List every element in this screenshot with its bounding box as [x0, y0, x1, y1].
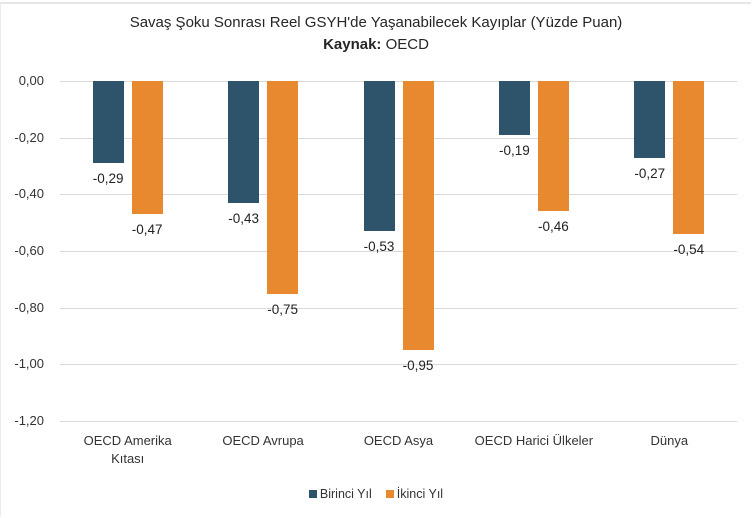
bar-ikinci-yil: [267, 81, 299, 294]
data-label: -0,19: [499, 142, 530, 158]
x-category-label: OECD Asya: [363, 433, 434, 448]
y-tick-label: 0,00: [18, 73, 44, 88]
x-category-label: OECD Avrupa: [222, 433, 304, 448]
gridline: [60, 308, 737, 309]
x-category-label: OECD Harici Ülkeler: [474, 433, 594, 448]
legend-item-ikinci-yil: İkinci Yıl: [385, 487, 444, 501]
data-label: -0,43: [228, 210, 259, 226]
gridline: [60, 364, 737, 365]
y-tick-label: -1,00: [14, 356, 44, 371]
data-label: -0,29: [92, 171, 124, 187]
data-label: -0,53: [363, 239, 395, 255]
legend-swatch-icon: [308, 490, 317, 498]
bar-birinci-yil: [363, 81, 395, 232]
gridline: [60, 81, 737, 82]
gridline: [60, 138, 737, 139]
legend-label: İkinci Yıl: [396, 487, 444, 501]
x-category-label: OECD Amerika Kıtası: [83, 433, 172, 466]
data-label: -0,75: [267, 301, 298, 317]
gridline: [60, 251, 737, 252]
data-label: -0,47: [131, 222, 163, 238]
data-label: -0,27: [634, 165, 666, 181]
y-tick-label: -0,60: [14, 243, 44, 258]
bar-ikinci-yil: [673, 81, 705, 234]
y-tick-label: -1,20: [14, 413, 44, 428]
bar-birinci-yil: [634, 81, 666, 158]
bar-ikinci-yil: [537, 81, 569, 212]
bar-birinci-yil: [228, 81, 260, 203]
data-label: -0,46: [538, 219, 569, 235]
data-label: -0,95: [402, 358, 434, 374]
chart-subtitle: Kaynak: OECD: [0, 36, 752, 53]
bar-ikinci-yil: [402, 81, 434, 351]
y-tick-label: -0,80: [14, 300, 44, 315]
gridline: [60, 194, 737, 195]
y-tick-label: -0,40: [14, 186, 44, 201]
source-label: Kaynak:: [323, 36, 382, 53]
bar-birinci-yil: [498, 81, 530, 135]
data-label: -0,54: [673, 242, 705, 257]
legend-label: Birinci Yıl: [319, 487, 372, 501]
legend-swatch-icon: [385, 490, 394, 498]
gridline: [60, 421, 737, 422]
bar-birinci-yil: [92, 81, 124, 164]
legend-item-birinci-yil: Birinci Yıl: [308, 487, 372, 501]
y-tick-label: -0,20: [14, 130, 44, 145]
chart-title: Savaş Şoku Sonrası Reel GSYH'de Yaşanabi…: [129, 14, 623, 31]
x-category-label: Dünya: [650, 433, 689, 448]
bar-ikinci-yil: [131, 81, 163, 215]
source-value: OECD: [385, 36, 429, 53]
legend: Birinci Yıl İkinci Yıl: [0, 487, 752, 501]
